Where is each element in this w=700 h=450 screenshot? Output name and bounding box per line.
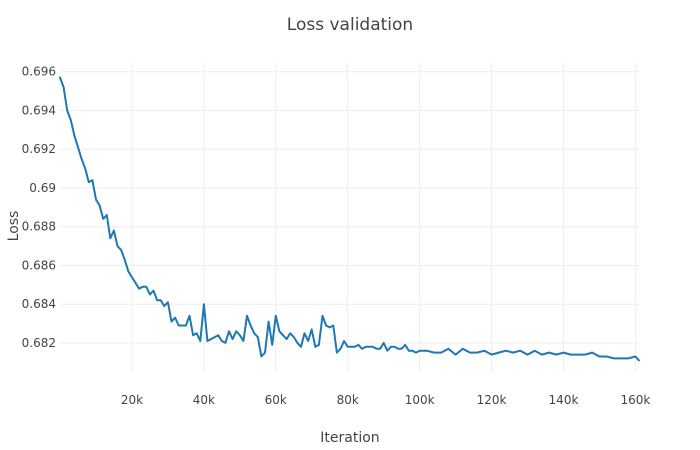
y-tick-label: 0.692 <box>22 142 56 156</box>
y-tick-label: 0.686 <box>22 258 56 272</box>
y-tick-label: 0.69 <box>29 181 56 195</box>
y-tick-label: 0.696 <box>22 65 56 79</box>
x-tick-label: 120k <box>477 393 507 407</box>
x-tick-label: 40k <box>193 393 215 407</box>
y-tick-label: 0.684 <box>22 297 56 311</box>
y-axis-title: Loss <box>6 211 22 242</box>
x-tick-label: 60k <box>265 393 287 407</box>
x-tick-label: 100k <box>405 393 435 407</box>
chart-title: Loss validation <box>287 15 413 35</box>
loss-series-line <box>59 76 640 362</box>
y-tick-label: 0.688 <box>22 220 56 234</box>
x-tick-label: 160k <box>620 393 650 407</box>
x-axis-title: Iteration <box>320 430 379 446</box>
x-tick-label: 140k <box>549 393 579 407</box>
grid-layer <box>60 62 639 372</box>
tick-layer: 0.682 0.684 0.686 0.688 0.69 0.692 0.694 0.696 2… <box>22 65 651 407</box>
x-tick-label: 20k <box>121 393 143 407</box>
y-tick-label: 0.694 <box>22 103 56 117</box>
y-tick-label: 0.682 <box>22 336 56 350</box>
x-tick-label: 80k <box>337 393 359 407</box>
series-layer <box>59 76 640 362</box>
